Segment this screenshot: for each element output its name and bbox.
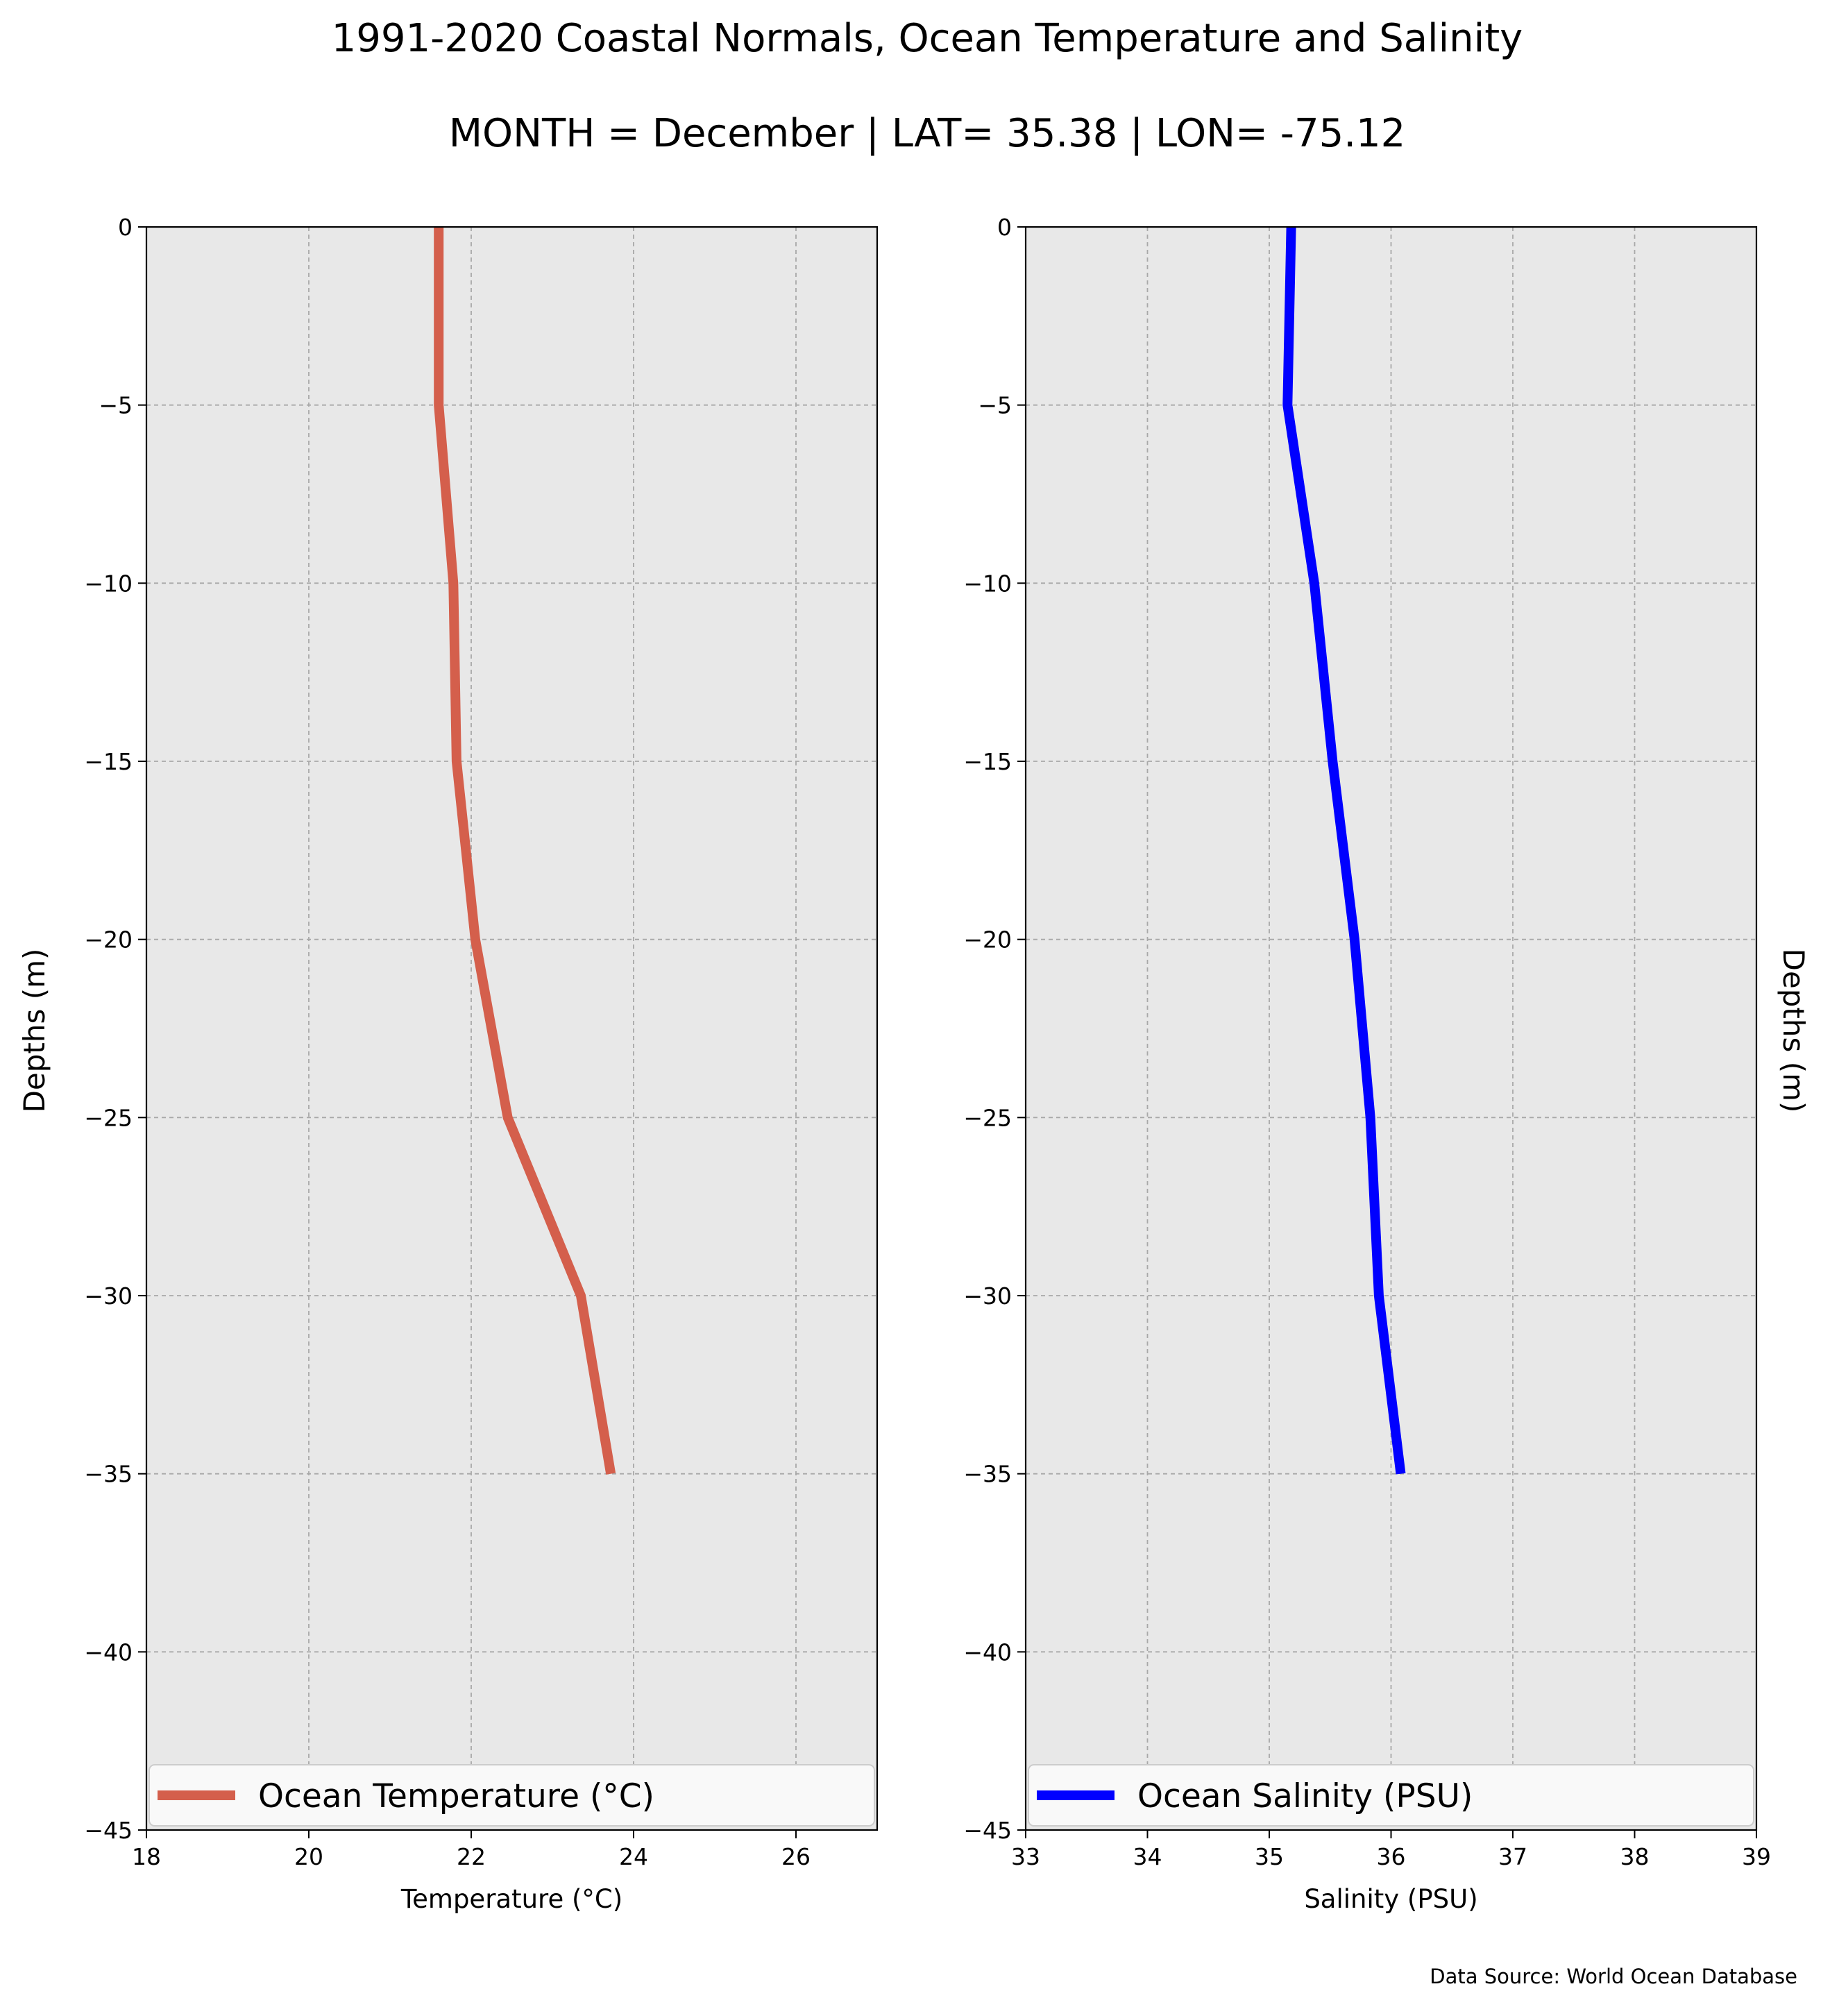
salinity-y-tick-label: 0	[997, 214, 1012, 241]
temperature-y-tick-label: −30	[84, 1282, 133, 1310]
figure-subtitle: MONTH = December | LAT= 35.38 | LON= -75…	[449, 111, 1406, 156]
temperature-x-tick-label: 20	[294, 1843, 323, 1870]
data-source-note: Data Source: World Ocean Database	[1430, 1965, 1797, 1988]
salinity-y-tick-label: −40	[963, 1638, 1012, 1666]
salinity-y-tick-label: −5	[978, 392, 1012, 419]
figure-title: 1991-2020 Coastal Normals, Ocean Tempera…	[332, 16, 1523, 61]
temperature-x-tick-label: 26	[781, 1843, 811, 1870]
temperature-y-tick-label: −10	[84, 570, 133, 597]
salinity-y-tick-label: −35	[963, 1461, 1012, 1488]
salinity-x-tick-label: 35	[1255, 1843, 1284, 1870]
temperature-y-tick-label: 0	[118, 214, 133, 241]
salinity-x-tick-label: 33	[1011, 1843, 1040, 1870]
salinity-x-tick-label: 38	[1620, 1843, 1650, 1870]
salinity-x-tick-label: 34	[1133, 1843, 1162, 1870]
salinity-y-axis-label: Depths (m)	[1777, 949, 1811, 1113]
temperature-series-line	[434, 227, 616, 1475]
salinity-panel: 33 34 35 36 37 38 39 0 −5 −10 −15 −20 −25 −30 −35 −40 −4…	[963, 214, 1771, 1914]
salinity-y-tick-label: −15	[963, 748, 1012, 775]
temperature-y-tick-label: −20	[84, 926, 133, 954]
temperature-x-tick-label: 24	[619, 1843, 648, 1870]
salinity-axes-frame	[1024, 226, 1758, 1831]
temperature-axes-frame	[145, 226, 879, 1831]
temperature-y-tick-label: −40	[84, 1638, 133, 1666]
salinity-y-tick-label: −20	[963, 926, 1012, 954]
temperature-y-tick-label: −5	[99, 392, 133, 419]
temperature-y-tick-label: −35	[84, 1461, 133, 1488]
salinity-x-tick-label: 37	[1498, 1843, 1527, 1870]
temperature-x-tick-label: 22	[457, 1843, 486, 1870]
salinity-series-line	[1282, 226, 1406, 1475]
temperature-legend	[149, 1764, 875, 1827]
temperature-y-axis-label: Depths (m)	[17, 949, 51, 1113]
temperature-x-axis-label: Temperature (°C)	[400, 1884, 622, 1914]
temperature-plot-area	[146, 227, 877, 1830]
temperature-y-tick-label: −25	[84, 1104, 133, 1131]
temperature-y-tick-label: −45	[84, 1817, 133, 1844]
temperature-y-tick-label: −15	[84, 748, 133, 775]
salinity-x-tick-label: 36	[1377, 1843, 1406, 1870]
salinity-y-tick-label: −45	[963, 1817, 1012, 1844]
temperature-legend-label: Ocean Temperature (°C)	[258, 1777, 654, 1815]
salinity-legend	[1028, 1764, 1754, 1827]
salinity-y-tick-label: −25	[963, 1104, 1012, 1131]
temperature-x-tick-label: 18	[132, 1843, 161, 1870]
temperature-panel: 18 20 22 24 26 0 −5 −10 −15 −20 −25 −30 −35 −40 −45 Oce…	[84, 214, 879, 1914]
salinity-x-tick-label: 39	[1742, 1843, 1771, 1870]
salinity-y-tick-label: −30	[963, 1282, 1012, 1310]
salinity-y-tick-label: −10	[963, 570, 1012, 597]
salinity-x-axis-label: Salinity (PSU)	[1304, 1884, 1477, 1914]
salinity-legend-label: Ocean Salinity (PSU)	[1137, 1777, 1473, 1815]
